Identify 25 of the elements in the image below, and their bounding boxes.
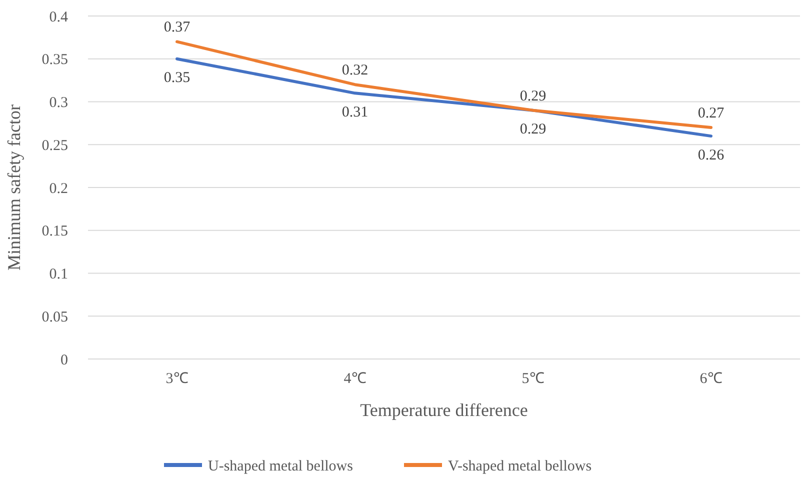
- y-tick-label: 0.1: [49, 266, 68, 282]
- data-label: 0.37: [164, 20, 191, 36]
- x-tick-label: 4℃: [344, 371, 366, 387]
- y-tick-label: 0.2: [49, 180, 68, 197]
- y-tick-label: 0.35: [42, 52, 68, 68]
- data-label: 0.29: [520, 122, 546, 138]
- y-tick-label: 0: [60, 352, 68, 368]
- data-label: 0.27: [698, 105, 725, 122]
- x-tick-label: 3℃: [166, 371, 188, 387]
- x-tick-label: 6℃: [700, 371, 722, 387]
- data-label: 0.29: [520, 88, 546, 104]
- y-axis-title: Minimum safety factor: [4, 104, 24, 270]
- y-tick-label: 0.4: [49, 9, 68, 26]
- data-label: 0.32: [342, 62, 368, 79]
- x-axis-title: Temperature difference: [360, 400, 528, 420]
- legend-label: V-shaped metal bellows: [448, 458, 592, 474]
- data-label: 0.35: [164, 70, 190, 86]
- y-tick-label: 0.05: [42, 309, 68, 326]
- legend-label: U-shaped metal bellows: [208, 458, 354, 474]
- y-tick-label: 0.25: [42, 138, 68, 154]
- y-tick-label: 0.3: [49, 95, 68, 111]
- y-tick-label: 0.15: [42, 224, 68, 240]
- data-label: 0.31: [342, 104, 368, 120]
- x-tick-label: 5℃: [522, 371, 544, 387]
- data-label: 0.26: [698, 147, 725, 164]
